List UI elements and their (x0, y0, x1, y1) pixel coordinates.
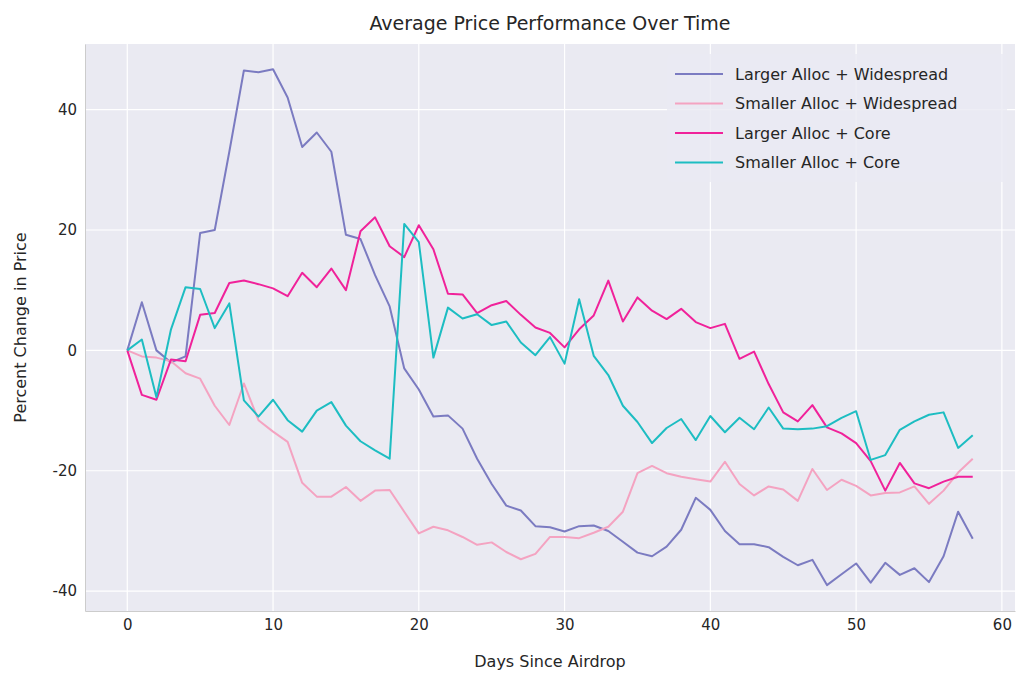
series-line (127, 350, 972, 559)
legend-label: Larger Alloc + Widespread (735, 65, 948, 84)
x-tick-label: 0 (123, 616, 133, 634)
y-tick-label: -20 (53, 462, 78, 480)
x-tick: 30 (556, 611, 575, 634)
y-tick: 40 (58, 101, 85, 119)
y-tick: -40 (53, 582, 86, 600)
x-tick: 0 (123, 611, 133, 634)
x-tick-label: 10 (264, 616, 283, 634)
y-tick-label: 40 (58, 101, 77, 119)
legend-label: Smaller Alloc + Widespread (735, 94, 957, 113)
x-tick-label: 30 (556, 616, 575, 634)
legend-swatch (675, 162, 723, 164)
grid-line-x (272, 44, 273, 611)
legend-swatch (675, 73, 723, 75)
x-tick: 60 (993, 611, 1012, 634)
y-tick: -20 (53, 462, 86, 480)
x-axis-line (86, 611, 1016, 612)
x-tick-label: 20 (410, 616, 429, 634)
x-tick: 40 (701, 611, 720, 634)
y-axis-label: Percent Change in Price (11, 232, 30, 422)
x-tick-label: 40 (701, 616, 720, 634)
y-axis-line (85, 45, 86, 612)
chart: 0 10 20 30 40 50 60 -40 -20 0 20 40 Average Price Pe… (0, 0, 1030, 681)
series-line (127, 217, 972, 490)
legend: Larger Alloc + Widespread Smaller Alloc +… (667, 54, 1007, 182)
legend-swatch (675, 103, 723, 105)
y-tick-label: -40 (53, 582, 78, 600)
grid-line-x (564, 44, 565, 611)
x-tick: 20 (410, 611, 429, 634)
series-line (127, 224, 972, 460)
x-tick: 10 (264, 611, 283, 634)
grid-line-y (85, 350, 1015, 351)
legend-box (667, 54, 1007, 182)
grid-line-x (127, 44, 128, 611)
legend-label: Larger Alloc + Core (735, 124, 891, 143)
x-axis: 0 10 20 30 40 50 60 (86, 611, 1016, 634)
x-tick-label: 50 (847, 616, 866, 634)
y-tick: 0 (67, 342, 85, 360)
x-tick: 50 (847, 611, 866, 634)
y-tick-label: 0 (67, 342, 77, 360)
x-tick-label: 60 (993, 616, 1012, 634)
grid-line-y (85, 591, 1015, 592)
y-tick-label: 20 (58, 221, 77, 239)
y-tick: 20 (58, 221, 85, 239)
grid (85, 44, 1015, 611)
legend-label: Smaller Alloc + Core (735, 153, 900, 172)
x-axis-label: Days Since Airdrop (474, 652, 626, 671)
chart-title: Average Price Performance Over Time (369, 12, 730, 34)
grid-line-y (85, 229, 1015, 230)
plot-background (85, 44, 1015, 611)
grid-line-x (418, 44, 419, 611)
legend-swatch (675, 132, 723, 134)
y-axis: -40 -20 0 20 40 (53, 45, 86, 612)
